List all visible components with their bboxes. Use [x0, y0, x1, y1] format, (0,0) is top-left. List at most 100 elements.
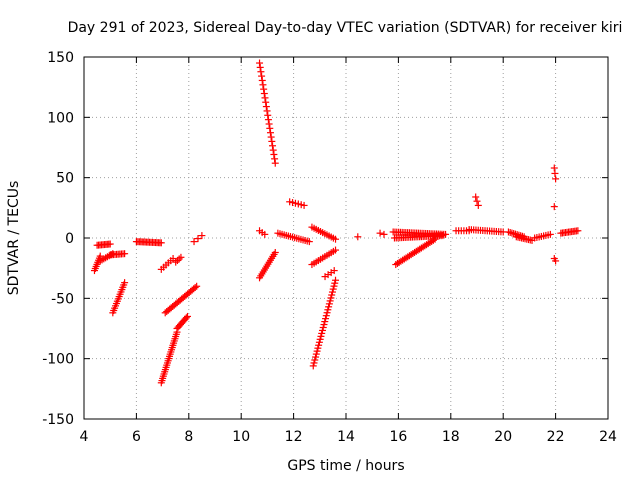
data-point	[327, 294, 335, 302]
y-axis-ticks: 150 100 50 0 -50 -100 -150	[42, 50, 608, 428]
data-point	[552, 175, 560, 183]
x-tick-label: 24	[599, 429, 617, 445]
data-point	[322, 312, 330, 320]
data-point	[376, 229, 384, 237]
data-point	[261, 230, 269, 238]
data-point	[310, 359, 318, 367]
data-point	[328, 291, 336, 299]
grid-lines	[84, 57, 608, 419]
data-point	[332, 235, 340, 243]
data-point	[264, 116, 272, 124]
data-point	[439, 232, 447, 240]
chart-title: Day 291 of 2023, Sidereal Day-to-day VTE…	[68, 20, 623, 36]
data-point	[106, 240, 114, 248]
y-tick-label: 100	[47, 110, 74, 126]
data-point	[312, 350, 320, 358]
x-tick-label: 6	[132, 429, 141, 445]
data-point	[169, 255, 177, 263]
data-point	[305, 238, 313, 246]
data-point	[261, 94, 269, 102]
data-point	[260, 85, 268, 93]
x-tick-label: 8	[184, 429, 193, 445]
y-tick-label: -50	[51, 291, 74, 307]
data-point	[312, 353, 320, 361]
data-point	[193, 282, 201, 290]
data-point	[258, 76, 266, 84]
x-tick-label: 4	[80, 429, 89, 445]
data-point	[325, 300, 333, 308]
x-axis-ticks: 4 6 8 10 12 14 16 18 20 22 24	[80, 57, 617, 445]
data-point	[260, 90, 268, 98]
x-tick-label: 16	[389, 429, 407, 445]
data-point	[194, 235, 202, 243]
data-point	[315, 338, 323, 346]
x-tick-label: 10	[232, 429, 250, 445]
data-point	[121, 279, 129, 287]
data-point	[574, 227, 582, 235]
data-point	[550, 164, 558, 172]
data-point	[198, 232, 206, 240]
data-points	[90, 59, 582, 387]
data-point	[332, 246, 340, 254]
data-point	[324, 306, 332, 314]
data-point	[269, 142, 277, 150]
data-point	[182, 314, 190, 322]
data-point	[262, 98, 270, 106]
data-point	[330, 282, 338, 290]
data-point	[551, 169, 559, 177]
data-point	[380, 230, 388, 238]
data-point	[313, 347, 321, 355]
data-point	[300, 201, 308, 209]
data-point	[190, 238, 198, 246]
data-point	[431, 235, 439, 243]
data-point	[263, 107, 271, 115]
data-point	[330, 267, 338, 275]
data-point	[266, 129, 274, 137]
y-axis-label: SDTVAR / TECUs	[6, 181, 22, 296]
y-tick-label: 50	[56, 171, 74, 187]
x-tick-label: 22	[547, 429, 565, 445]
data-point	[323, 309, 331, 317]
data-point	[268, 137, 276, 145]
x-tick-label: 14	[337, 429, 355, 445]
data-point	[429, 236, 437, 244]
data-point	[329, 285, 337, 293]
data-point	[546, 230, 554, 238]
y-tick-label: -100	[42, 352, 74, 368]
y-tick-label: -150	[42, 412, 74, 428]
data-point	[309, 362, 317, 370]
data-point	[267, 133, 275, 141]
x-tick-label: 18	[442, 429, 460, 445]
data-point	[318, 329, 326, 337]
data-point	[332, 276, 340, 284]
data-point	[552, 257, 560, 265]
data-point	[175, 255, 183, 263]
y-tick-label: 0	[65, 231, 74, 247]
data-point	[331, 279, 339, 287]
data-point	[473, 197, 481, 205]
data-point	[318, 326, 326, 334]
data-point	[311, 356, 319, 364]
data-point	[270, 150, 278, 158]
x-tick-label: 20	[494, 429, 512, 445]
data-point	[269, 146, 277, 154]
data-point	[354, 233, 362, 241]
data-point	[262, 103, 270, 111]
y-tick-label: 150	[47, 50, 74, 66]
data-point	[319, 324, 327, 332]
data-point	[271, 248, 279, 256]
x-tick-label: 12	[285, 429, 303, 445]
x-axis-label: GPS time / hours	[287, 458, 404, 474]
data-point	[258, 72, 266, 80]
data-point	[256, 63, 264, 71]
data-point	[183, 312, 191, 320]
data-point	[264, 111, 272, 119]
data-point	[474, 201, 482, 209]
data-point	[322, 315, 330, 323]
data-point	[121, 250, 129, 258]
data-point	[326, 297, 334, 305]
data-point	[257, 68, 265, 76]
data-point	[550, 203, 558, 211]
data-point	[266, 124, 274, 132]
